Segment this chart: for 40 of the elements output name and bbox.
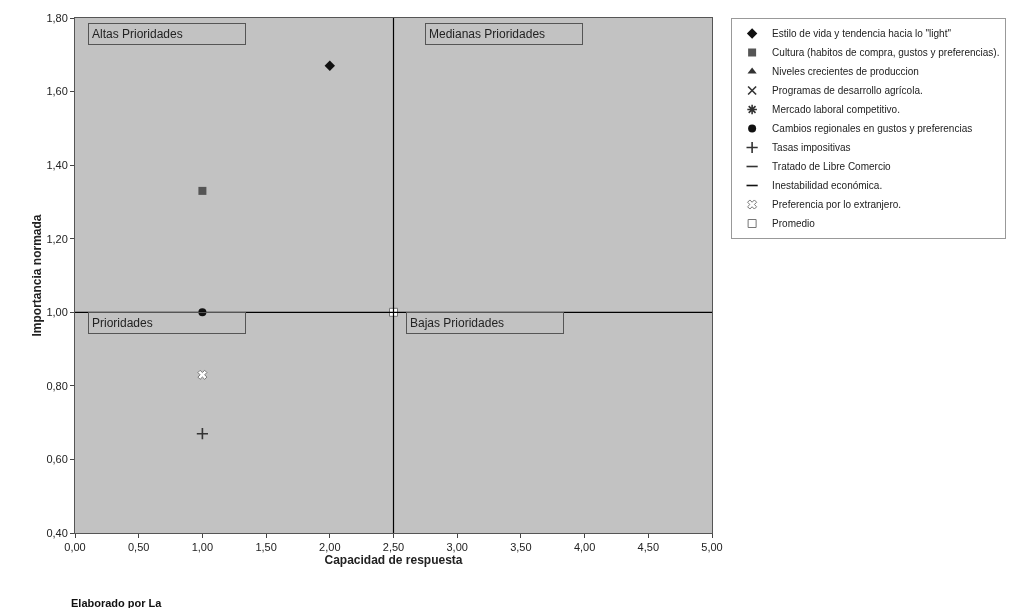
point [196, 427, 209, 441]
x-tick-label: 0,50 [127, 541, 150, 554]
legend-label: Tasas impositivas [772, 142, 851, 154]
legend-label: Tratado de Libre Comercio [772, 161, 892, 173]
y-tick-label: 1,20 [46, 232, 68, 245]
x-tick-label: 5,00 [701, 541, 723, 554]
annotation: Altas Prioridades [92, 27, 183, 41]
x-tick-label: 4,50 [637, 541, 660, 554]
legend-label: Promedio [772, 218, 816, 230]
legend-label: Inestabilidad económica. [772, 180, 883, 192]
x-tick-label: 0,00 [64, 541, 86, 554]
y-tick-label: 1,40 [46, 158, 68, 171]
annotation: Medianas Prioridades [429, 27, 546, 41]
legend-label: Cultura (habitos de compra, gustos y preferencias). [772, 47, 1000, 59]
x-tick-label: 1,50 [255, 541, 277, 554]
point [198, 186, 207, 195]
x-tick-label: 1,00 [191, 541, 214, 554]
x-tick-label: 2,50 [382, 541, 405, 554]
legend-label: Estilo de vida y tendencia hacia lo "light" [772, 28, 952, 40]
x-axis-title: Capacidad de respuesta [324, 553, 463, 568]
y-tick-label: 1,60 [46, 85, 68, 98]
x-tick-label: 2,00 [319, 541, 341, 554]
y-tick-label: 0,60 [46, 453, 68, 466]
annotation: Bajas Prioridades [410, 316, 505, 330]
legend-label: Niveles crecientes de produccion [772, 66, 919, 78]
point [324, 60, 335, 72]
x-tick-label: 3,00 [446, 541, 468, 554]
y-tick-label: 0,40 [46, 526, 68, 539]
x-tick-label: 4,00 [573, 541, 596, 554]
legend-label: Cambios regionales en gustos y preferencias [772, 123, 973, 135]
point [197, 369, 208, 380]
annotation: Prioridades [92, 316, 153, 330]
y-axis-title: Importancia normada [30, 214, 44, 337]
legend-label: Programas de desarrollo agrícola. [772, 85, 923, 97]
y-tick-label: 0,80 [46, 379, 68, 392]
y-tick-label: 1,80 [46, 11, 68, 24]
x-tick-label: 3,50 [510, 541, 532, 554]
legend-label: Preferencia por lo extranjero. [772, 199, 902, 211]
y-tick-label: 1,00 [46, 306, 68, 319]
legend-label: Mercado laboral competitivo. [772, 104, 900, 116]
